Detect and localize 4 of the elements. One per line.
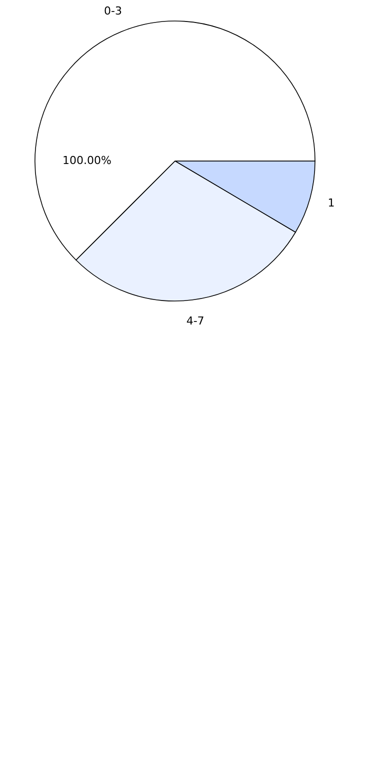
slice-label: 0-3	[104, 4, 122, 18]
slice-label: 4-7	[186, 314, 204, 328]
slice-label: 1	[328, 196, 335, 210]
text: 100.00%	[62, 154, 112, 167]
